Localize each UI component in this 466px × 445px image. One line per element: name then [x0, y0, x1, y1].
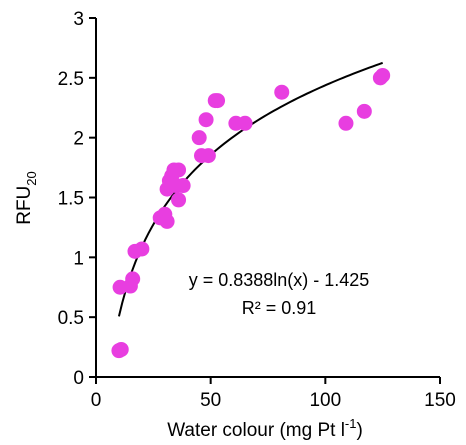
data-point — [171, 192, 187, 208]
y-tick-label: 0 — [73, 368, 84, 389]
x-tick-label: 50 — [200, 390, 221, 411]
x-tick-label: 150 — [424, 390, 456, 411]
data-point — [175, 178, 191, 194]
data-point — [125, 271, 141, 287]
plot-area: 0 50 100 150 0 0.5 1 1.5 2 2.5 3 — [58, 9, 456, 411]
axis-ticks: 0 50 100 150 0 0.5 1 1.5 2 2.5 3 — [58, 9, 456, 411]
y-tick-label: 0.5 — [58, 308, 84, 329]
data-point — [191, 130, 207, 146]
data-point — [113, 341, 129, 357]
data-point — [210, 93, 226, 109]
y-axis-title: RFU20 — [14, 171, 39, 225]
data-point — [338, 115, 354, 131]
y-tick-label: 3 — [73, 9, 84, 30]
y-tick-label: 2.5 — [58, 69, 84, 90]
data-point — [134, 241, 150, 257]
x-tick-label: 0 — [91, 390, 102, 411]
data-point — [237, 115, 253, 131]
data-point — [274, 84, 290, 100]
trendline-equation: y = 0.8388ln(x) - 1.425 — [189, 270, 370, 290]
r-squared-label: R² = 0.91 — [242, 298, 317, 318]
data-point — [375, 67, 391, 83]
data-point — [356, 103, 372, 119]
y-tick-label: 1 — [73, 248, 84, 269]
data-point — [198, 112, 214, 128]
data-point — [200, 148, 216, 164]
data-points — [111, 67, 391, 359]
data-point — [171, 162, 187, 178]
y-tick-label: 2 — [73, 129, 84, 150]
y-tick-label: 1.5 — [58, 189, 84, 210]
data-point — [159, 213, 175, 229]
x-tick-label: 100 — [309, 390, 341, 411]
x-axis-title: Water colour (mg Pt l-1) — [167, 416, 363, 441]
